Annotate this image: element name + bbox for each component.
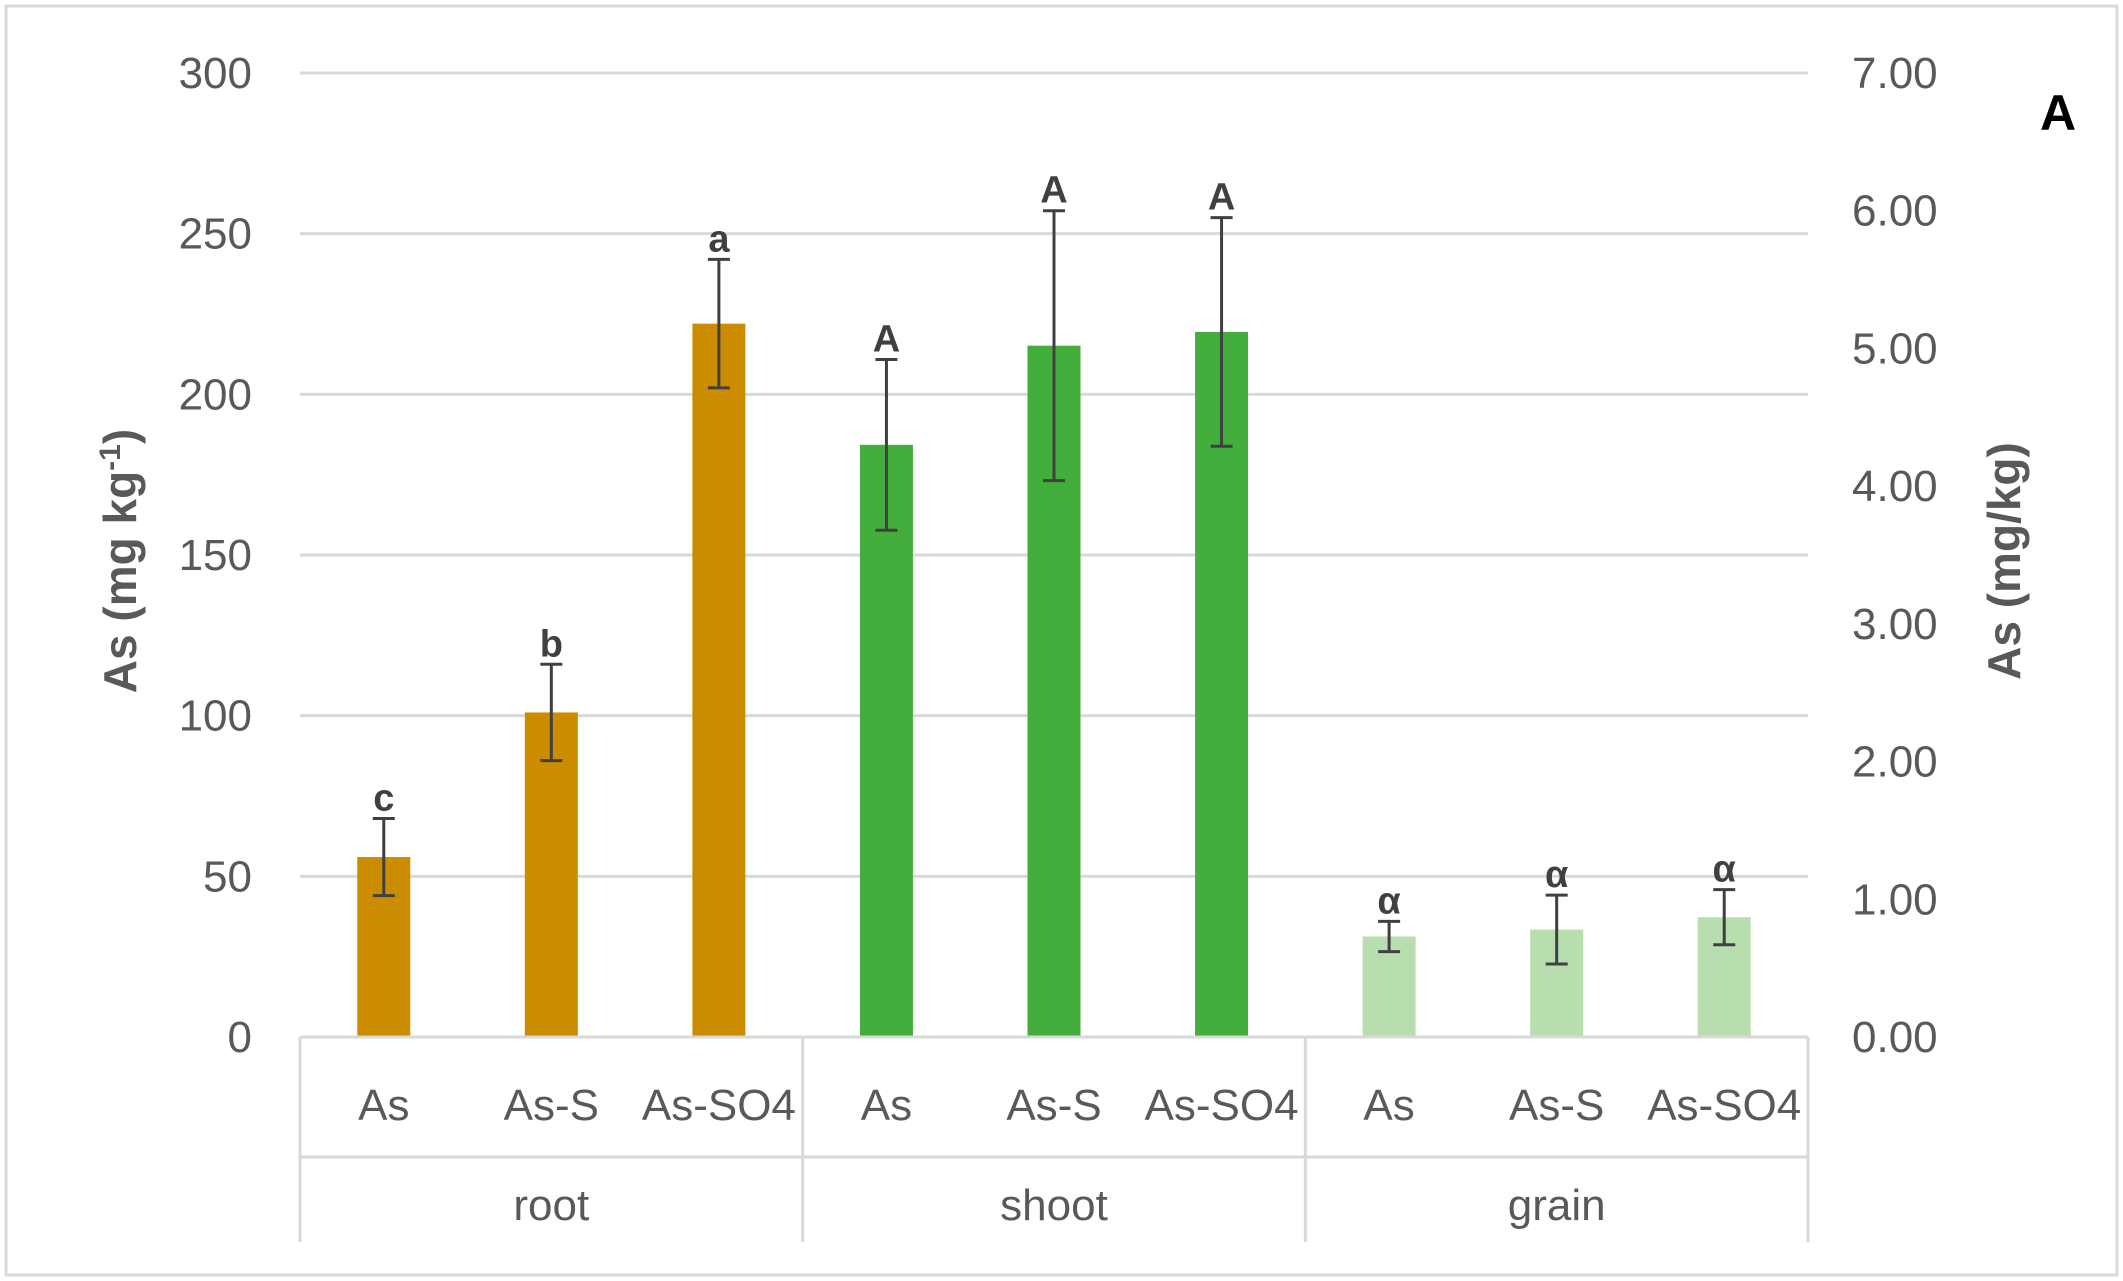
category-label: As: [861, 1081, 912, 1130]
bars: c b a A A Aα α α: [357, 170, 1751, 1038]
bar-shoot-as-so4: [1195, 331, 1249, 1038]
significance-letter: A: [873, 318, 900, 360]
category-axis: As As-S As-SO4 root As As-S As-SO4 shoot As As-S A…: [298, 1035, 1810, 1242]
significance-letter: α: [1377, 880, 1400, 922]
bar-shoot-as: [859, 444, 913, 1037]
group-label-shoot: shoot: [1000, 1181, 1108, 1230]
category-label: As-SO4: [1145, 1081, 1299, 1130]
left-tick-label: 100: [179, 692, 252, 741]
category-label: As: [1363, 1081, 1414, 1130]
category-label: As-SO4: [642, 1081, 796, 1130]
panel-label: A: [2040, 85, 2076, 141]
right-tick-label: 4.00: [1852, 462, 1938, 511]
right-tick-label: 1.00: [1852, 875, 1938, 924]
category-label: As-SO4: [1647, 1081, 1801, 1130]
significance-letter: a: [708, 218, 730, 260]
left-tick-label: 50: [203, 852, 252, 901]
group-label-grain: grain: [1508, 1181, 1606, 1230]
right-tick-label: 5.00: [1852, 324, 1938, 373]
significance-letter: A: [1040, 170, 1067, 212]
right-tick-label: 3.00: [1852, 600, 1938, 649]
right-axis-title: As (mg/kg): [1978, 442, 2030, 680]
significance-letter: α: [1545, 854, 1568, 896]
bar-root-as-s: [524, 712, 578, 1037]
right-tick-label: 7.00: [1852, 49, 1938, 98]
left-axis-title: As (mg kg-1): [94, 429, 146, 693]
group-label-root: root: [513, 1181, 589, 1230]
significance-letter: b: [540, 623, 563, 665]
right-tick-label: 0.00: [1852, 1013, 1938, 1062]
left-tick-label: 250: [179, 210, 252, 259]
category-label: As-S: [504, 1081, 599, 1130]
left-tick-label: 200: [179, 370, 252, 419]
category-label: As-S: [1006, 1081, 1101, 1130]
left-tick-label: 0: [228, 1013, 252, 1062]
bar-root-as-so4: [692, 323, 746, 1037]
right-axis-ticks: 0.00 1.00 2.00 3.00 4.00 5.00 6.00 7.00: [1852, 49, 1938, 1062]
left-tick-label: 150: [179, 531, 252, 580]
right-tick-label: 6.00: [1852, 187, 1938, 236]
right-tick-label: 2.00: [1852, 738, 1938, 787]
significance-letter: A: [1208, 177, 1235, 219]
significance-letter: c: [373, 777, 394, 819]
bar-grain-as: [1362, 936, 1416, 1037]
left-axis-ticks: 0 50 100 150 200 250 300: [179, 49, 252, 1062]
category-label: As-S: [1509, 1081, 1604, 1130]
significance-letter: α: [1713, 849, 1736, 891]
left-tick-label: 300: [179, 49, 252, 98]
category-label: As: [358, 1081, 409, 1130]
